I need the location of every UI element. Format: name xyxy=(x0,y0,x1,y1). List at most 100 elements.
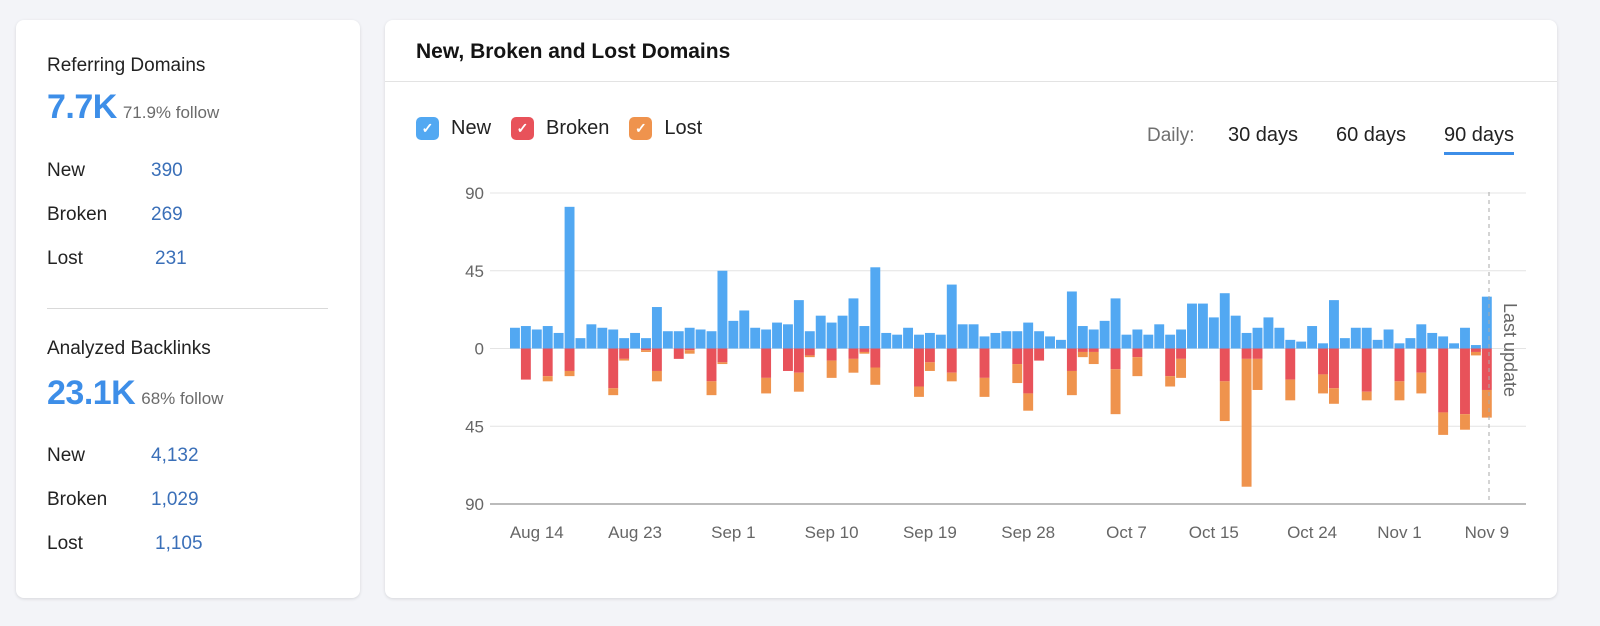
bar-broken[interactable] xyxy=(684,348,695,351)
bar-new[interactable] xyxy=(1263,317,1274,349)
bar-lost[interactable] xyxy=(706,381,717,396)
bar-new[interactable] xyxy=(793,300,804,349)
bar-new[interactable] xyxy=(1252,327,1263,349)
bar-new[interactable] xyxy=(859,326,870,349)
rd-new-value[interactable]: 390 xyxy=(151,160,183,181)
bar-new[interactable] xyxy=(826,322,837,349)
bar-new[interactable] xyxy=(706,331,717,349)
bar-broken[interactable] xyxy=(826,348,837,361)
bar-lost[interactable] xyxy=(826,360,837,378)
bar-new[interactable] xyxy=(1132,329,1143,349)
bar-new[interactable] xyxy=(575,338,586,349)
bar-new[interactable] xyxy=(968,324,979,349)
bar-new[interactable] xyxy=(1405,338,1416,349)
bar-new[interactable] xyxy=(1045,336,1055,349)
bar-new[interactable] xyxy=(1110,298,1121,349)
bar-broken[interactable] xyxy=(761,348,772,378)
bar-new[interactable] xyxy=(1350,327,1361,349)
bar-new[interactable] xyxy=(1416,324,1427,349)
bar-lost[interactable] xyxy=(1110,369,1121,415)
bar-new[interactable] xyxy=(1438,336,1449,349)
bar-new[interactable] xyxy=(1274,327,1285,349)
bar-new[interactable] xyxy=(1307,326,1318,349)
ab-new-value[interactable]: 4,132 xyxy=(151,445,199,466)
referring-domains-count[interactable]: 7.7K xyxy=(47,88,117,126)
bar-lost[interactable] xyxy=(619,358,630,361)
bar-broken[interactable] xyxy=(1165,348,1176,377)
tab-90-days[interactable]: 90 days xyxy=(1444,124,1515,155)
bar-lost[interactable] xyxy=(924,362,935,371)
bar-new[interactable] xyxy=(1099,320,1110,349)
bar-new[interactable] xyxy=(761,329,772,349)
bar-broken[interactable] xyxy=(1176,348,1187,359)
bar-broken[interactable] xyxy=(564,348,575,371)
bar-broken[interactable] xyxy=(1219,348,1230,382)
bar-lost[interactable] xyxy=(641,350,651,352)
bar-broken[interactable] xyxy=(1394,348,1405,382)
bar-new[interactable] xyxy=(662,331,673,349)
bar-lost[interactable] xyxy=(761,377,772,394)
bar-broken[interactable] xyxy=(1012,348,1023,365)
bar-broken[interactable] xyxy=(1066,348,1077,371)
bar-new[interactable] xyxy=(641,338,651,349)
bar-new[interactable] xyxy=(914,334,924,349)
rd-lost-value[interactable]: 231 xyxy=(155,248,187,269)
bar-broken[interactable] xyxy=(1318,348,1328,375)
bar-new[interactable] xyxy=(1176,329,1187,349)
bar-broken[interactable] xyxy=(706,348,717,382)
bar-new[interactable] xyxy=(870,267,881,349)
ab-lost-value[interactable]: 1,105 xyxy=(155,533,203,554)
bar-broken[interactable] xyxy=(946,348,957,373)
bar-new[interactable] xyxy=(1154,324,1165,349)
bar-lost[interactable] xyxy=(870,367,881,385)
bar-new[interactable] xyxy=(542,326,553,349)
bar-new[interactable] xyxy=(903,327,914,349)
bar-new[interactable] xyxy=(717,270,728,349)
bar-new[interactable] xyxy=(804,331,815,349)
bar-broken[interactable] xyxy=(1416,348,1427,373)
bar-lost[interactable] xyxy=(979,377,990,397)
bar-new[interactable] xyxy=(1012,331,1023,349)
bar-new[interactable] xyxy=(586,324,597,349)
bar-broken[interactable] xyxy=(1023,348,1034,394)
bar-lost[interactable] xyxy=(1165,376,1176,387)
bar-new[interactable] xyxy=(772,322,782,349)
bar-lost[interactable] xyxy=(1460,414,1470,430)
legend-lost[interactable]: ✓ Lost xyxy=(629,117,702,140)
bar-new[interactable] xyxy=(1077,326,1088,349)
bar-broken[interactable] xyxy=(1077,348,1088,352)
bar-lost[interactable] xyxy=(914,386,924,397)
bar-new[interactable] xyxy=(510,327,520,349)
bar-broken[interactable] xyxy=(542,348,553,377)
bar-broken[interactable] xyxy=(1481,348,1492,390)
bar-new[interactable] xyxy=(1318,343,1328,349)
bar-new[interactable] xyxy=(619,338,630,349)
bar-lost[interactable] xyxy=(1416,372,1427,394)
bar-new[interactable] xyxy=(935,334,946,349)
bar-new[interactable] xyxy=(1165,334,1176,349)
bar-lost[interactable] xyxy=(1023,393,1034,411)
bar-new[interactable] xyxy=(750,327,761,349)
bar-new[interactable] xyxy=(1460,327,1470,349)
bar-new[interactable] xyxy=(564,206,575,349)
bar-broken[interactable] xyxy=(673,348,684,359)
ab-broken-value[interactable]: 1,029 xyxy=(151,489,199,510)
bar-broken[interactable] xyxy=(1110,348,1121,370)
legend-new[interactable]: ✓ New xyxy=(416,117,491,140)
bar-new[interactable] xyxy=(1394,343,1405,349)
bar-new[interactable] xyxy=(695,329,706,349)
bar-broken[interactable] xyxy=(717,348,728,363)
bar-broken[interactable] xyxy=(804,348,815,356)
bar-new[interactable] xyxy=(815,315,826,349)
bar-new[interactable] xyxy=(673,331,684,349)
checkbox-checked-icon[interactable]: ✓ xyxy=(511,117,535,140)
bar-new[interactable] xyxy=(1296,341,1307,349)
bar-new[interactable] xyxy=(1088,329,1099,349)
tab-60-days[interactable]: 60 days xyxy=(1336,124,1407,146)
bar-new[interactable] xyxy=(1383,329,1394,349)
bar-lost[interactable] xyxy=(1361,391,1372,401)
legend-broken[interactable]: ✓ Broken xyxy=(511,117,609,140)
bar-new[interactable] xyxy=(1056,339,1066,349)
bar-new[interactable] xyxy=(739,310,750,349)
bar-new[interactable] xyxy=(1001,331,1012,349)
